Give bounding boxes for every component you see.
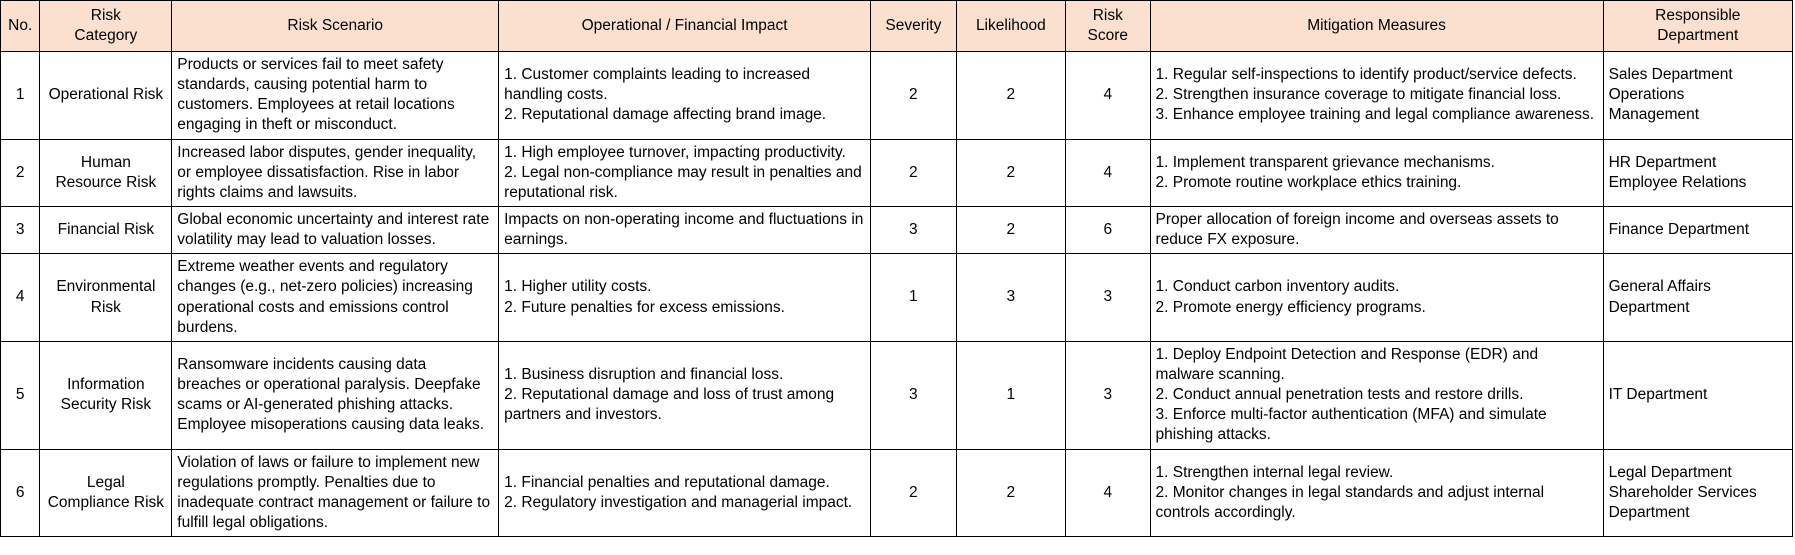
cell-mitigation: 1. Conduct carbon inventory audits. 2. P… xyxy=(1149,253,1604,342)
table-row: 1 Operational Risk Products or services … xyxy=(0,51,1794,140)
column-header-responsible-department: Responsible Department xyxy=(1602,0,1794,52)
table-header: No. Risk Category Risk Scenario Operatio… xyxy=(0,0,1794,52)
column-header-risk-category: Risk Category xyxy=(39,0,173,52)
cell-mitigation: 1. Regular self-inspections to identify … xyxy=(1149,51,1604,140)
column-header-severity: Severity xyxy=(870,0,957,52)
cell-likelihood: 2 xyxy=(955,138,1067,207)
table-body: 1 Operational Risk Products or services … xyxy=(0,51,1794,538)
cell-severity: 3 xyxy=(870,205,957,255)
cell-risk-scenario: Extreme weather events and regulatory ch… xyxy=(171,253,500,342)
cell-department: Sales Department Operations Management xyxy=(1602,51,1794,140)
table-row: 6 Legal Compliance Risk Violation of law… xyxy=(0,448,1794,538)
cell-risk-category: Operational Risk xyxy=(39,51,173,140)
cell-department: Legal Department Shareholder Services De… xyxy=(1602,448,1794,538)
column-header-likelihood: Likelihood xyxy=(955,0,1067,52)
cell-likelihood: 1 xyxy=(955,340,1067,450)
column-header-operational-financial-impact: Operational / Financial Impact xyxy=(498,0,872,52)
cell-impact: 1. Business disruption and financial los… xyxy=(498,340,872,450)
cell-impact: Impacts on non-operating income and fluc… xyxy=(498,205,872,255)
cell-mitigation: Proper allocation of foreign income and … xyxy=(1149,205,1604,255)
cell-risk-score: 6 xyxy=(1065,205,1151,255)
cell-likelihood: 2 xyxy=(955,205,1067,255)
cell-risk-score: 3 xyxy=(1065,253,1151,342)
table-row: 2 Human Resource Risk Increased labor di… xyxy=(0,138,1794,207)
cell-no: 1 xyxy=(0,51,41,140)
column-header-no: No. xyxy=(0,0,41,52)
risk-register-table: No. Risk Category Risk Scenario Operatio… xyxy=(0,0,1794,538)
cell-department: IT Department xyxy=(1602,340,1794,450)
column-header-risk-score: Risk Score xyxy=(1065,0,1151,52)
cell-risk-category: Legal Compliance Risk xyxy=(39,448,173,538)
cell-no: 6 xyxy=(0,448,41,538)
cell-likelihood: 3 xyxy=(955,253,1067,342)
cell-mitigation: 1. Strengthen internal legal review. 2. … xyxy=(1149,448,1604,538)
cell-no: 5 xyxy=(0,340,41,450)
column-header-risk-scenario: Risk Scenario xyxy=(171,0,500,52)
cell-risk-score: 4 xyxy=(1065,138,1151,207)
table-row: 3 Financial Risk Global economic uncerta… xyxy=(0,205,1794,255)
cell-severity: 2 xyxy=(870,51,957,140)
cell-risk-scenario: Violation of laws or failure to implemen… xyxy=(171,448,500,538)
cell-risk-score: 4 xyxy=(1065,51,1151,140)
cell-mitigation: 1. Implement transparent grievance mecha… xyxy=(1149,138,1604,207)
cell-impact: 1. Higher utility costs. 2. Future penal… xyxy=(498,253,872,342)
cell-risk-score: 3 xyxy=(1065,340,1151,450)
cell-risk-scenario: Ransomware incidents causing data breach… xyxy=(171,340,500,450)
table-row: 5 Information Security Risk Ransomware i… xyxy=(0,340,1794,450)
cell-impact: 1. High employee turnover, impacting pro… xyxy=(498,138,872,207)
cell-risk-category: Information Security Risk xyxy=(39,340,173,450)
cell-severity: 1 xyxy=(870,253,957,342)
table-row: 4 Environmental Risk Extreme weather eve… xyxy=(0,253,1794,342)
cell-likelihood: 2 xyxy=(955,448,1067,538)
header-row: No. Risk Category Risk Scenario Operatio… xyxy=(0,0,1794,52)
cell-no: 4 xyxy=(0,253,41,342)
cell-risk-category: Financial Risk xyxy=(39,205,173,255)
cell-department: General Affairs Department xyxy=(1602,253,1794,342)
cell-no: 3 xyxy=(0,205,41,255)
cell-likelihood: 2 xyxy=(955,51,1067,140)
cell-severity: 3 xyxy=(870,340,957,450)
cell-no: 2 xyxy=(0,138,41,207)
cell-impact: 1. Financial penalties and reputational … xyxy=(498,448,872,538)
cell-severity: 2 xyxy=(870,448,957,538)
cell-risk-category: Environmental Risk xyxy=(39,253,173,342)
cell-impact: 1. Customer complaints leading to increa… xyxy=(498,51,872,140)
cell-department: Finance Department xyxy=(1602,205,1794,255)
cell-risk-category: Human Resource Risk xyxy=(39,138,173,207)
cell-risk-scenario: Products or services fail to meet safety… xyxy=(171,51,500,140)
cell-severity: 2 xyxy=(870,138,957,207)
cell-mitigation: 1. Deploy Endpoint Detection and Respons… xyxy=(1149,340,1604,450)
cell-department: HR Department Employee Relations xyxy=(1602,138,1794,207)
column-header-mitigation-measures: Mitigation Measures xyxy=(1149,0,1604,52)
cell-risk-scenario: Increased labor disputes, gender inequal… xyxy=(171,138,500,207)
cell-risk-scenario: Global economic uncertainty and interest… xyxy=(171,205,500,255)
cell-risk-score: 4 xyxy=(1065,448,1151,538)
